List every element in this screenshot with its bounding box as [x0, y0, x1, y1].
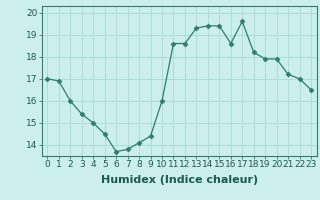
X-axis label: Humidex (Indice chaleur): Humidex (Indice chaleur)	[100, 175, 258, 185]
